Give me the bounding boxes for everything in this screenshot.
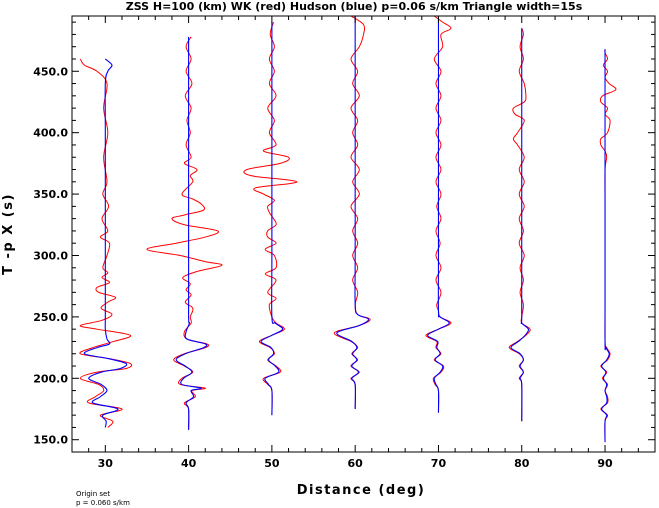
y-axis-label: T -p X (s) <box>1 193 16 275</box>
y-tick-label: 200.0 <box>33 372 68 385</box>
x-axis-label: Distance (deg) <box>297 483 426 498</box>
hudson-trace-50 <box>260 22 284 416</box>
x-tick-label: 50 <box>264 457 280 470</box>
wk-trace-80 <box>508 28 531 422</box>
y-tick-label: 400.0 <box>33 127 68 140</box>
y-tick-label: 300.0 <box>33 249 68 262</box>
wk-trace-40 <box>146 36 223 430</box>
hudson-trace-30 <box>83 58 128 428</box>
x-tick-label: 90 <box>597 457 613 470</box>
hudson-trace-80 <box>510 28 530 422</box>
hudson-trace-70 <box>427 16 450 413</box>
wk-trace-90 <box>599 49 617 443</box>
wk-trace-50 <box>243 21 298 416</box>
origin-note: Origin set <box>76 490 110 498</box>
plot-area <box>79 15 617 443</box>
plot-frame <box>71 15 656 453</box>
x-tick-label: 40 <box>181 457 197 470</box>
x-tick-label: 60 <box>348 457 364 470</box>
hudson-trace-60 <box>336 16 370 410</box>
wk-trace-60 <box>333 15 371 410</box>
hudson-trace-90 <box>601 49 610 443</box>
wk-trace-30 <box>79 58 133 428</box>
hudson-trace-40 <box>175 36 208 430</box>
y-tick-label: 250.0 <box>33 311 68 324</box>
y-tick-label: 150.0 <box>33 434 68 447</box>
ray-parameter-note: p = 0.060 s/km <box>76 499 130 507</box>
y-tick-label: 450.0 <box>33 65 68 78</box>
axes: 30 40 50 60 70 80 90 150.0 200.0 250.0 300.0 350.0 4… <box>33 16 656 470</box>
chart-title: ZSS H=100 (km) WK (red) Hudson (blue) p=… <box>126 0 583 13</box>
x-tick-label: 80 <box>514 457 530 470</box>
x-tick-label: 70 <box>431 457 447 470</box>
x-tick-label: 30 <box>98 457 114 470</box>
y-tick-label: 350.0 <box>33 188 68 201</box>
